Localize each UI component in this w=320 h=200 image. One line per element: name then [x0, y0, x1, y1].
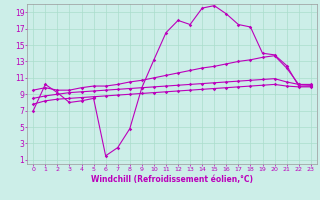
X-axis label: Windchill (Refroidissement éolien,°C): Windchill (Refroidissement éolien,°C)	[91, 175, 253, 184]
